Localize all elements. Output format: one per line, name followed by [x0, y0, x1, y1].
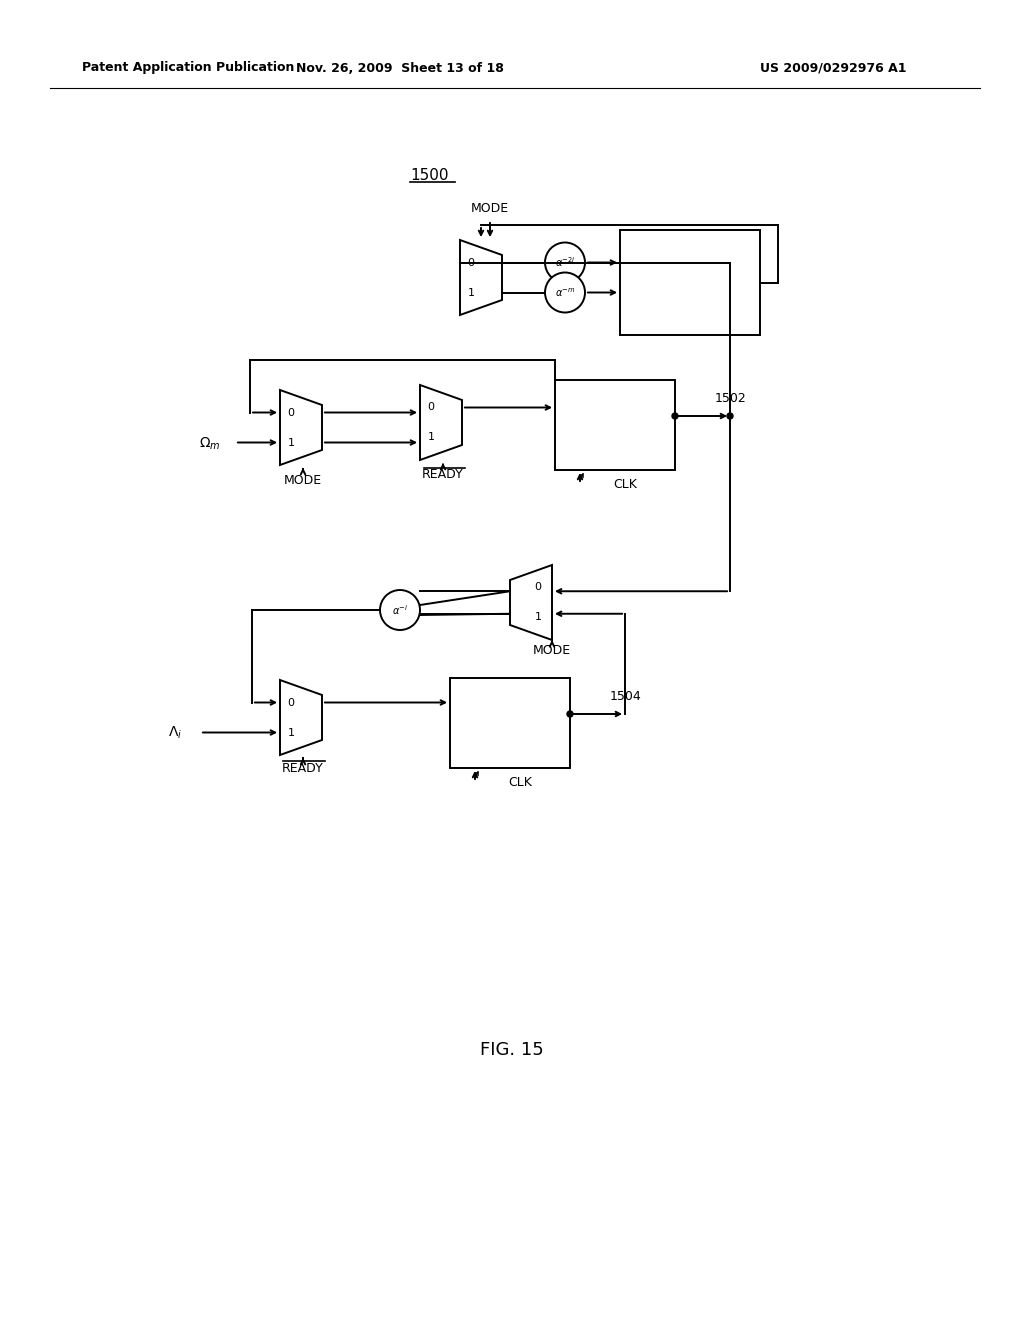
Text: 0: 0 [288, 697, 295, 708]
Text: $\Omega_m$: $\Omega_m$ [200, 436, 221, 451]
Polygon shape [280, 680, 322, 755]
Text: 0: 0 [288, 408, 295, 417]
Text: CLK: CLK [508, 776, 531, 788]
Text: READY: READY [422, 469, 464, 482]
Circle shape [727, 413, 733, 418]
Circle shape [545, 243, 585, 282]
Text: Nov. 26, 2009  Sheet 13 of 18: Nov. 26, 2009 Sheet 13 of 18 [296, 62, 504, 74]
Text: 1: 1 [427, 433, 434, 442]
Text: $\alpha^{-2j}$: $\alpha^{-2j}$ [555, 256, 575, 269]
Text: $\alpha^{-m}$: $\alpha^{-m}$ [555, 286, 575, 298]
Text: 1500: 1500 [411, 168, 450, 182]
Text: Patent Application Publication: Patent Application Publication [82, 62, 294, 74]
Circle shape [545, 272, 585, 313]
Text: READY: READY [283, 762, 324, 775]
Circle shape [567, 711, 573, 717]
Text: 1: 1 [288, 437, 295, 447]
Text: FIG. 15: FIG. 15 [480, 1041, 544, 1059]
Text: 1: 1 [535, 612, 542, 623]
Text: $\alpha^{-i}$: $\alpha^{-i}$ [392, 603, 409, 616]
Text: 1: 1 [288, 727, 295, 738]
Text: CLK: CLK [613, 478, 637, 491]
Text: MODE: MODE [532, 644, 571, 656]
Polygon shape [420, 385, 462, 459]
Text: 0: 0 [535, 582, 542, 593]
Text: $\Lambda_i$: $\Lambda_i$ [168, 725, 182, 741]
Text: MODE: MODE [284, 474, 323, 487]
Text: 1: 1 [468, 288, 474, 297]
Text: 1504: 1504 [610, 689, 642, 702]
Text: 1502: 1502 [715, 392, 746, 404]
Polygon shape [510, 565, 552, 640]
Bar [450, 678, 570, 768]
Polygon shape [460, 240, 502, 315]
Text: MODE: MODE [471, 202, 509, 214]
Circle shape [672, 413, 678, 418]
Bar [620, 230, 760, 335]
Circle shape [380, 590, 420, 630]
Text: US 2009/0292976 A1: US 2009/0292976 A1 [760, 62, 906, 74]
Text: 0: 0 [427, 403, 434, 412]
Polygon shape [280, 389, 322, 465]
Bar [555, 380, 675, 470]
Text: 0: 0 [468, 257, 474, 268]
